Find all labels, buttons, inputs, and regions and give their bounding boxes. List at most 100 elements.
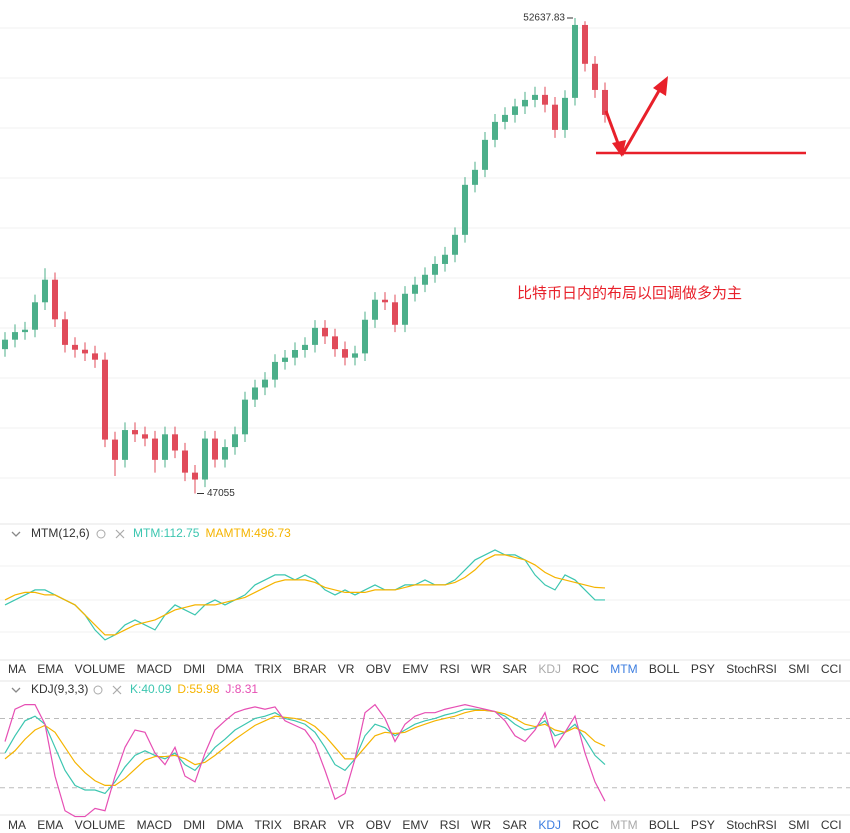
indicator-tab[interactable]: ROC <box>572 818 599 832</box>
indicator-tab[interactable]: RSI <box>440 662 460 676</box>
candle-body <box>572 24 578 98</box>
indicator-tab[interactable]: OBV <box>366 818 391 832</box>
indicator-line <box>4 549 606 641</box>
indicator-tab[interactable]: TRIX <box>255 818 282 832</box>
candle-body <box>2 339 8 350</box>
indicator-tab[interactable]: MA <box>8 818 26 832</box>
candle-body <box>112 439 118 460</box>
candle-body <box>432 263 438 275</box>
candle-body <box>72 344 78 350</box>
indicator-tab[interactable]: EMA <box>37 662 63 676</box>
indicator-title: KDJ(9,3,3) <box>31 682 88 696</box>
indicator-tab[interactable]: SAR <box>502 662 527 676</box>
indicator-tab[interactable]: EMV <box>402 662 428 676</box>
indicator-value: J:8.31 <box>225 682 258 696</box>
candle-body <box>132 430 138 435</box>
indicator-tab[interactable]: BOLL <box>649 662 680 676</box>
max-price-label: 52637.83 <box>523 13 565 24</box>
indicator-tab[interactable]: WR <box>471 662 491 676</box>
indicator-value: D:55.98 <box>177 682 219 696</box>
indicator-tab[interactable]: BRAR <box>293 818 327 832</box>
indicator-tab[interactable]: MACD <box>137 662 173 676</box>
drawing-tools <box>596 76 806 157</box>
candle-body <box>182 450 188 473</box>
candle-body <box>502 114 508 122</box>
candle-body <box>402 293 408 325</box>
indicator-tab[interactable]: VR <box>338 662 355 676</box>
indicator-tab[interactable]: MTM <box>610 662 637 676</box>
indicator-tab[interactable]: BRAR <box>293 662 327 676</box>
indicator-tab[interactable]: PSY <box>691 662 715 676</box>
candle-body <box>122 430 128 460</box>
indicator-line <box>4 709 606 786</box>
arrow-up <box>620 88 662 156</box>
indicator-tab[interactable]: StochRSI <box>726 662 777 676</box>
indicator-tab[interactable]: EMV <box>402 818 428 832</box>
indicator-line <box>4 708 606 795</box>
indicator-tab[interactable]: MA <box>8 662 26 676</box>
candle-body <box>382 299 388 303</box>
indicator-tab[interactable]: StochRSI <box>726 818 777 832</box>
indicator-tab[interactable]: VOLUME <box>75 818 126 832</box>
indicator-tab[interactable]: EMA <box>37 818 63 832</box>
indicator-tab[interactable]: RSI <box>440 818 460 832</box>
indicator-tab[interactable]: OBV <box>366 662 391 676</box>
candle-body <box>262 379 268 388</box>
indicator-tab[interactable]: SMI <box>788 662 809 676</box>
annotation: 比特币日内的布局以回调做多为主 <box>517 285 742 302</box>
indicator-tab[interactable]: CCI <box>821 662 842 676</box>
indicator-tab[interactable]: TRIX <box>255 662 282 676</box>
candle-body <box>212 438 218 460</box>
candle-body <box>392 302 398 325</box>
candle-body <box>302 344 308 350</box>
indicator-tab[interactable]: ROC <box>572 662 599 676</box>
indicator-tab[interactable]: BOLL <box>649 818 680 832</box>
indicator-tab[interactable]: SAR <box>502 818 527 832</box>
candle-body <box>42 279 48 303</box>
candle-body <box>152 438 158 460</box>
indicator-tab[interactable]: MTM <box>610 818 637 832</box>
indicator-tab[interactable]: DMI <box>183 818 205 832</box>
indicator-line <box>4 554 606 636</box>
indicator-tab[interactable]: KDJ <box>538 662 561 676</box>
candle-body <box>512 106 518 115</box>
close-icon[interactable] <box>112 685 122 695</box>
indicator-tab[interactable]: DMI <box>183 662 205 676</box>
candle-body <box>582 24 588 64</box>
indicator-tab[interactable]: DMA <box>217 818 244 832</box>
candle-body <box>452 234 458 255</box>
candle-body <box>592 63 598 90</box>
indicator-tab[interactable]: KDJ <box>538 818 561 832</box>
settings-icon[interactable] <box>93 685 103 695</box>
indicator-value: MTM:112.75 <box>133 526 200 540</box>
indicator-tab[interactable]: VR <box>338 818 355 832</box>
candle-body <box>552 104 558 130</box>
indicator-title: MTM(12,6) <box>31 526 90 540</box>
collapse-icon[interactable] <box>11 531 21 537</box>
candle-body <box>412 284 418 294</box>
indicator-tab[interactable]: MACD <box>137 818 173 832</box>
indicator-tab[interactable]: WR <box>471 818 491 832</box>
candle-body <box>542 94 548 105</box>
candle-body <box>172 434 178 451</box>
candle-body <box>222 447 228 460</box>
candle-body <box>192 472 198 480</box>
indicator-tab[interactable]: CCI <box>821 818 842 832</box>
candle-body <box>332 336 338 350</box>
candle-body <box>82 349 88 354</box>
candle-body <box>372 299 378 320</box>
close-icon[interactable] <box>115 529 125 539</box>
indicator-tab[interactable]: SMI <box>788 818 809 832</box>
collapse-icon[interactable] <box>11 687 21 693</box>
candle-body <box>202 438 208 480</box>
arrow-head <box>653 76 668 96</box>
indicator-tab[interactable]: PSY <box>691 818 715 832</box>
settings-icon[interactable] <box>96 529 106 539</box>
candle-body <box>322 327 328 337</box>
indicator-tab[interactable]: VOLUME <box>75 662 126 676</box>
candle-body <box>442 254 448 264</box>
arrow-down <box>604 110 621 147</box>
candle-body <box>242 399 248 435</box>
indicator-tab[interactable]: DMA <box>217 662 244 676</box>
candle-body <box>102 359 108 440</box>
